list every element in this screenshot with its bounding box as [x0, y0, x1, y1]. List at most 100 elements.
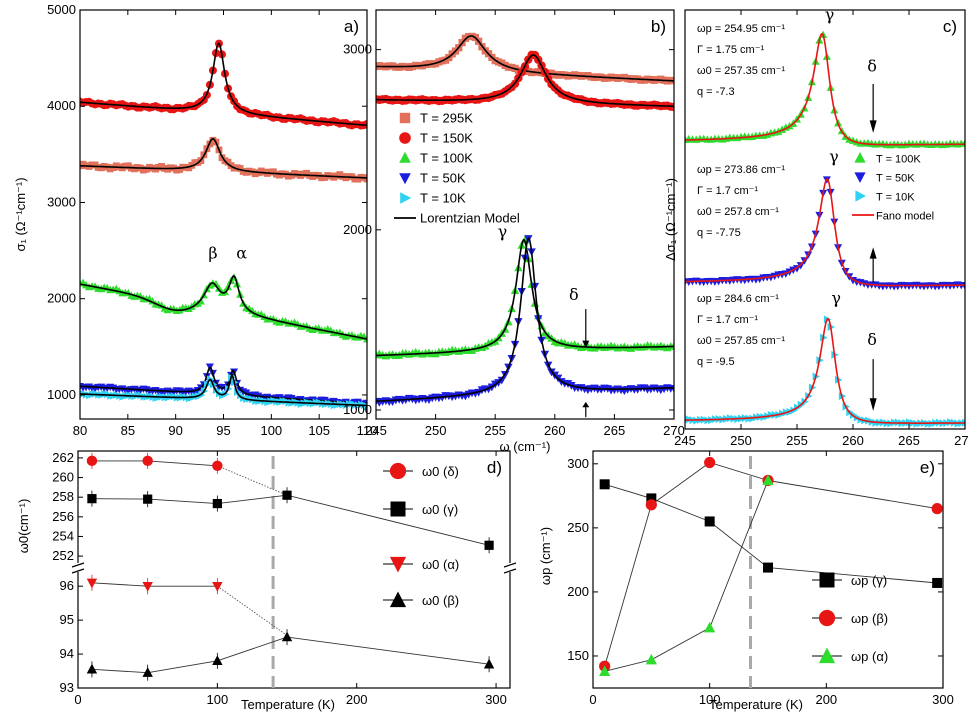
model-line [376, 239, 674, 357]
peak-label: δ [867, 56, 877, 75]
panel-label: a) [344, 17, 359, 36]
axis-break-mark [71, 562, 85, 568]
legend-label: T = 295K [420, 111, 473, 126]
data-point [142, 581, 153, 592]
data-point [483, 658, 495, 669]
x-tick-label: 300 [932, 692, 954, 707]
series-t---100k [80, 273, 367, 343]
legend-label: Fano model [876, 211, 934, 223]
data-point [796, 262, 805, 270]
legend-marker [818, 647, 836, 664]
peak-label: δ [569, 285, 579, 304]
data-point [599, 665, 611, 676]
legend-label: Lorentzian Model [420, 211, 520, 226]
data-point [763, 562, 773, 573]
y-tick-label: 254 [52, 528, 74, 543]
legend-marker [399, 132, 411, 144]
fano-line [685, 32, 965, 146]
legend-marker [389, 591, 407, 608]
panel-a: 80 85 90 95 100 105 110 1000 2000 3000 4000 5000 a) β… [13, 2, 377, 438]
x-tick-label: 250 [730, 433, 752, 448]
series-t---10k [80, 373, 367, 411]
x-axis-label: ω (cm⁻¹) [500, 439, 551, 454]
fano-line [685, 317, 965, 424]
data-point [212, 655, 223, 666]
y-tick-label: 4000 [47, 98, 76, 113]
axis-break-mark [503, 568, 517, 574]
data-point [86, 455, 98, 467]
axis-break-gap [504, 563, 516, 572]
legend-marker [854, 152, 866, 163]
legend: ω0 (δ) ω0 (γ) ω0 (α) ω0 (β) [383, 462, 459, 608]
legend-label: T = 150K [420, 131, 473, 146]
series-dashed-line [217, 585, 288, 636]
peak-label: γ [825, 5, 835, 24]
panel-e: 0 100 200 300 150 200 250 300 e) Temperature (K) ω… [538, 450, 954, 712]
legend-marker [818, 609, 836, 627]
legend: T = 100K T = 50K T = 10K Fano model [852, 152, 934, 223]
arrow-up-head [869, 247, 877, 259]
x-tick-label: 100 [260, 423, 282, 438]
legend-marker [819, 572, 835, 588]
series--0---- [86, 574, 288, 636]
x-tick-label: 0 [589, 692, 596, 707]
legend-marker [400, 192, 412, 204]
panel-label: c) [943, 17, 957, 36]
series-t---150k [376, 50, 674, 112]
panel-c: 245 250 255 260 265 270 c) Δσ₁ (Ω⁻¹cm⁻¹) ωp = 25… [663, 5, 969, 448]
series-line [91, 582, 218, 587]
series-t---10k [685, 315, 965, 428]
data-point [645, 499, 657, 511]
legend-label: T = 100K [876, 154, 921, 166]
data-point [214, 284, 223, 292]
y-tick-label: 258 [52, 489, 74, 504]
y-tick-label: 260 [52, 470, 74, 485]
y-axis-label: ωp (cm⁻¹) [538, 527, 553, 585]
data-point [282, 490, 292, 500]
data-point [224, 282, 233, 291]
data-point [86, 663, 98, 674]
series-t---100k [685, 30, 965, 149]
data-point [142, 455, 153, 467]
y-tick-label: 96 [60, 578, 74, 593]
legend-marker [390, 501, 406, 517]
x-tick-label: 270 [954, 433, 969, 448]
data-point [932, 577, 943, 588]
legend-label: T = 10K [876, 192, 915, 204]
arrow-up-head [582, 401, 590, 408]
y-tick-label: 5000 [47, 2, 76, 17]
x-tick-label: 85 [121, 423, 135, 438]
y-tick-label: 94 [60, 646, 74, 661]
peak-label: δ [867, 330, 877, 349]
y-tick-label: 2000 [47, 291, 76, 306]
y-tick-label: 252 [52, 548, 74, 563]
peak-label: α [236, 243, 247, 262]
legend-marker [399, 173, 411, 185]
parameter-line: ωp = 273.86 cm⁻¹ [697, 164, 785, 176]
y-tick-label: 262 [52, 450, 74, 465]
legend-marker [389, 462, 407, 480]
y-tick-label: 1000 [343, 402, 372, 417]
data-point [497, 376, 507, 385]
legend-label: T = 50K [420, 171, 466, 186]
x-tick-label: 110 [357, 423, 378, 438]
data-point [363, 175, 367, 183]
data-point [364, 402, 367, 411]
series--0---- [86, 452, 288, 496]
legend-marker [399, 151, 411, 163]
fano-line [685, 177, 965, 287]
model-line [80, 42, 367, 127]
parameter-block: ωp = 284.6 cm⁻¹ Γ = 1.7 cm⁻¹ ω0 = 257.85 c… [697, 293, 785, 368]
data-point [212, 460, 223, 471]
y-axis-label: ω0(cm⁻¹) [16, 499, 31, 554]
y-tick-label: 95 [60, 612, 74, 627]
series-dashed-line [217, 465, 288, 496]
parameter-line: ω0 = 257.85 cm⁻¹ [697, 335, 785, 347]
series-t---50k [376, 235, 674, 407]
model-line [376, 54, 674, 108]
x-tick-label: 245 [365, 423, 387, 438]
model-line [376, 236, 674, 403]
legend-label: T = 50K [876, 173, 915, 185]
